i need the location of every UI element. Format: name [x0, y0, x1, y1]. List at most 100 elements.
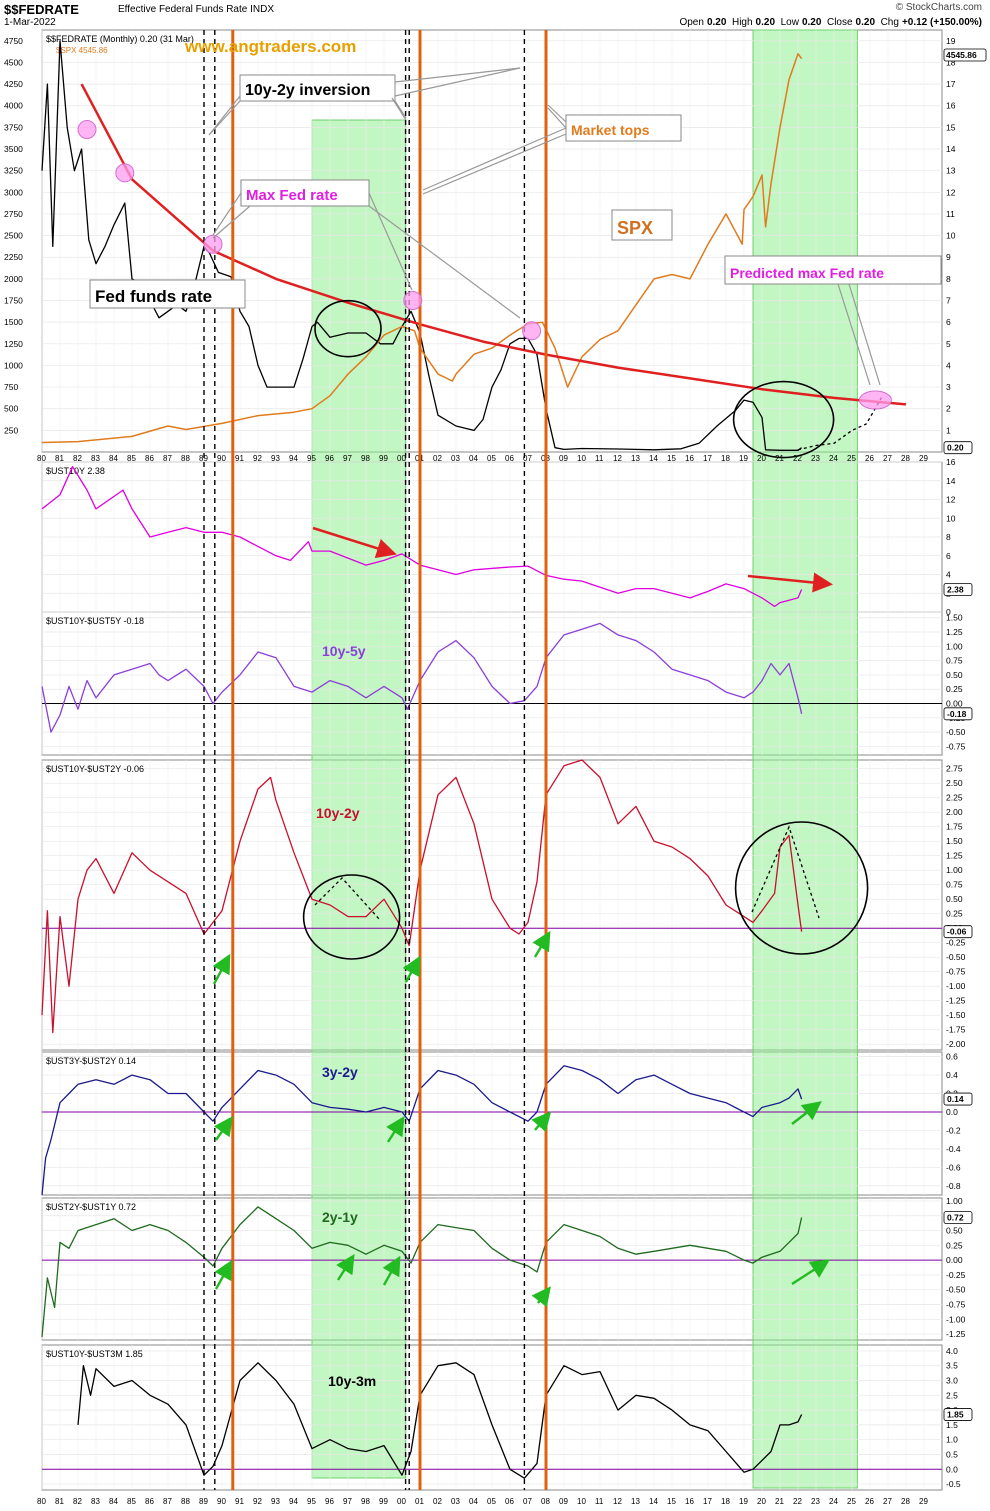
right-axis-tick: 1.5: [946, 1420, 958, 1430]
x-axis-tick: 10: [577, 454, 586, 463]
x-axis-tick: 17: [703, 454, 712, 463]
x-axis-tick: 92: [253, 454, 262, 463]
right-axis-tick: -0.75: [946, 967, 966, 977]
x-axis-tick-bottom: 88: [181, 1497, 190, 1506]
annotation-circle: [314, 299, 382, 358]
callout-pointer: [368, 192, 413, 291]
right-axis-tick: 0.50: [946, 894, 963, 904]
x-axis-tick: 13: [631, 454, 640, 463]
x-axis-tick-bottom: 21: [775, 1497, 784, 1506]
callout-inversion-box: [239, 74, 396, 102]
green-signal-arrow: [336, 1253, 355, 1281]
callout-pointer: [394, 100, 407, 119]
right-axis-tick: 6: [946, 551, 951, 561]
right-axis-tick: 3.5: [946, 1361, 958, 1371]
x-axis-tick-bottom: 03: [451, 1497, 460, 1506]
panel-center-label: 10y-5y: [322, 643, 366, 659]
x-axis-tick-bottom: 17: [703, 1497, 712, 1506]
right-axis-tick: -1.25: [946, 1329, 966, 1339]
right-axis-tick: 9: [946, 252, 951, 262]
right-axis-tick: 4: [946, 570, 951, 580]
x-axis-tick: 04: [469, 454, 478, 463]
last-value-badge-text: 0.20: [947, 443, 964, 453]
callout-pointer: [837, 283, 871, 386]
x-axis-tick: 21: [775, 454, 784, 463]
x-axis-tick-bottom: 23: [811, 1497, 820, 1506]
green-signal-arrow: [382, 1255, 401, 1286]
callout-pointer: [208, 95, 241, 136]
x-axis-tick: 91: [235, 454, 244, 463]
callout-pointer: [547, 104, 567, 123]
series-line-UST2YUST1Y: [41, 1206, 803, 1338]
right-axis-tick: 15: [946, 122, 956, 132]
x-axis-tick: 05: [487, 454, 496, 463]
x-axis-tick-bottom: 20: [757, 1497, 766, 1506]
chg-label: Chg: [880, 17, 899, 28]
callout-fed-funds-box: [89, 279, 246, 309]
x-axis-tick: 85: [127, 454, 136, 463]
x-axis-tick-bottom: 92: [253, 1497, 262, 1506]
green-signal-arrow: [531, 1111, 552, 1133]
right-axis-tick: -1.75: [946, 1025, 966, 1035]
right-axis-tick: 0.50: [946, 1226, 963, 1236]
x-axis-tick: 82: [73, 454, 82, 463]
callout-market-tops-box: [565, 114, 682, 142]
series-line-predicted: [797, 395, 884, 451]
right-axis-tick: 17: [946, 79, 956, 89]
x-axis-tick: 93: [271, 454, 280, 463]
x-axis-tick: 27: [883, 454, 892, 463]
green-signal-arrow: [532, 930, 551, 958]
green-signal-arrow: [791, 1259, 831, 1286]
green-signal-arrow: [531, 1286, 551, 1308]
right-axis-tick: 1.00: [946, 641, 963, 651]
x-axis-tick: 03: [451, 454, 460, 463]
right-axis-tick: 0.75: [946, 880, 963, 890]
callout-inversion-text: 10y-2y inversion: [245, 82, 370, 99]
chart-date: 1-Mar-2022: [4, 17, 56, 28]
x-axis-tick: 97: [343, 454, 352, 463]
left-axis-tick: 1500: [4, 317, 23, 327]
right-axis-tick: 16: [946, 457, 956, 467]
right-axis-tick: 10: [946, 513, 956, 523]
callout-max-fed-text: Max Fed rate: [246, 187, 338, 204]
callout-max-fed-box: [240, 179, 370, 207]
right-axis-tick: 1.25: [946, 851, 963, 861]
x-axis-tick-bottom: 29: [919, 1497, 928, 1506]
right-axis-tick: 14: [946, 476, 956, 486]
x-axis-tick-bottom: 96: [325, 1497, 334, 1506]
right-axis-tick: 14: [946, 144, 956, 154]
last-value-badge: [943, 1211, 973, 1224]
callout-spx-text: SPX: [617, 218, 653, 238]
green-signal-arrow: [402, 955, 421, 983]
x-axis-tick-bottom: 00: [397, 1497, 406, 1506]
right-axis-tick: 1.50: [946, 836, 963, 846]
close-label: Close: [826, 17, 853, 28]
left-axis-tick: 1250: [4, 339, 23, 349]
close-value: 0.20: [855, 17, 876, 28]
right-axis-tick: -1.50: [946, 1010, 966, 1020]
series-line-SPX: [41, 53, 803, 444]
x-axis-tick-bottom: 08: [541, 1497, 550, 1506]
callout-pointer: [422, 133, 567, 195]
right-axis-tick: -2.00: [946, 1039, 966, 1049]
x-axis-tick-bottom: 04: [469, 1497, 478, 1506]
high-value: 0.20: [755, 17, 776, 28]
x-axis-tick-bottom: 82: [73, 1497, 82, 1506]
x-axis-tick-bottom: 11: [595, 1497, 604, 1506]
low-value: 0.20: [801, 17, 822, 28]
x-axis-tick: 81: [55, 454, 64, 463]
left-axis-tick: 750: [4, 382, 18, 392]
right-axis-tick: 0.5: [946, 1449, 958, 1459]
x-axis-tick-bottom: 80: [37, 1497, 46, 1506]
x-axis-tick: 90: [217, 454, 226, 463]
x-axis-tick: 86: [145, 454, 154, 463]
x-axis-tick-bottom: 26: [865, 1497, 874, 1506]
right-axis-tick: 12: [946, 495, 956, 505]
x-axis-tick-bottom: 16: [685, 1497, 694, 1506]
left-axis-tick: 500: [4, 404, 18, 414]
chart-header: $$FEDRATE Effective Federal Funds Rate I…: [0, 0, 990, 30]
open-value: 0.20: [706, 17, 727, 28]
right-axis-tick: 2.5: [946, 1390, 958, 1400]
callout-pointer: [368, 205, 521, 319]
callout-predicted-box: [724, 255, 942, 285]
